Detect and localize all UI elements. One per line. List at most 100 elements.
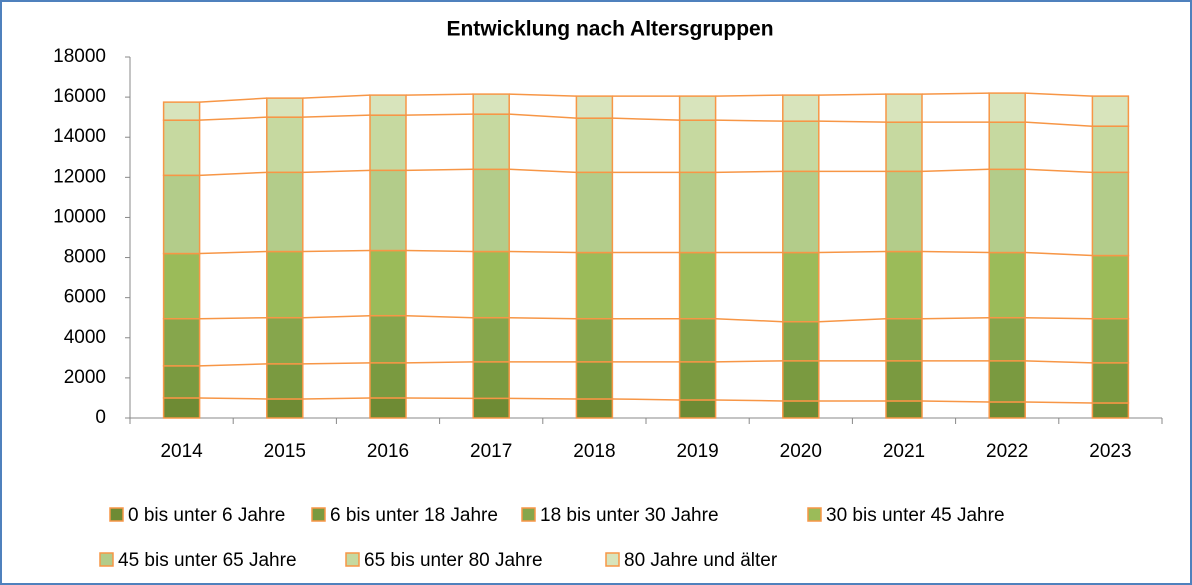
bar-segment — [678, 317, 717, 363]
legend-swatch — [311, 507, 326, 522]
bar-segment — [472, 93, 510, 115]
x-tick-label: 2022 — [986, 441, 1028, 462]
bar-segment — [472, 361, 510, 400]
bar-segment — [885, 400, 923, 419]
bar-segment — [782, 94, 820, 122]
bar-segment — [369, 362, 407, 399]
bar-segment — [988, 401, 1026, 419]
series-line — [199, 316, 267, 320]
legend-swatch — [345, 552, 360, 567]
x-tick-label: 2021 — [883, 441, 925, 462]
x-tick-label: 2014 — [160, 441, 203, 462]
series-line — [1025, 401, 1093, 404]
bar-segment — [1091, 171, 1130, 257]
bar-segment — [162, 119, 201, 177]
bar-segment — [162, 397, 201, 419]
bar-segment — [575, 361, 614, 400]
bar-segment — [988, 316, 1026, 362]
series-line — [612, 398, 680, 401]
x-tick-label: 2020 — [780, 441, 822, 462]
legend-label: 6 bis unter 18 Jahre — [330, 505, 498, 526]
series-line — [1025, 121, 1093, 127]
bar-segment — [678, 399, 717, 419]
bar-segment — [988, 251, 1026, 319]
legend-swatch — [605, 552, 620, 567]
bar-segment — [472, 113, 510, 171]
y-tick-label: 14000 — [53, 126, 106, 147]
legend-swatch — [521, 507, 536, 522]
bar-segment — [369, 249, 407, 317]
bar-segment — [266, 250, 304, 319]
series-line — [405, 113, 474, 116]
legend-label: 65 bis unter 80 Jahre — [364, 550, 543, 571]
bar-segment — [162, 317, 201, 367]
bar-segment — [472, 250, 510, 319]
series-line — [1025, 360, 1093, 364]
bar-segment — [885, 360, 923, 402]
x-tick-label: 2019 — [676, 441, 718, 462]
series-line — [715, 94, 783, 97]
x-tick-label: 2017 — [470, 441, 512, 462]
series-line — [405, 93, 474, 96]
bar-segment — [1091, 125, 1130, 174]
bar-segment — [885, 121, 923, 173]
y-tick-label: 16000 — [53, 86, 106, 107]
bar-segment — [575, 251, 614, 320]
bar-segment — [162, 101, 201, 121]
series-line — [302, 114, 371, 118]
series-line — [818, 317, 887, 323]
series-line — [818, 250, 887, 254]
bar-segment — [885, 317, 923, 362]
bar-segment — [885, 250, 923, 320]
chart-title: Entwicklung nach Altersgruppen — [446, 18, 773, 41]
legend-swatch — [99, 552, 114, 567]
x-tick-label: 2023 — [1089, 441, 1131, 462]
series-line — [302, 362, 371, 365]
series-line — [921, 92, 990, 95]
bar-segment — [1091, 402, 1130, 419]
bar-segment — [678, 251, 717, 320]
y-tick-label: 6000 — [64, 287, 106, 308]
bar-segment — [369, 94, 407, 116]
series-line — [199, 171, 267, 177]
y-tick-label: 18000 — [53, 46, 106, 67]
y-tick-label: 4000 — [64, 327, 106, 348]
bar-segment — [575, 398, 614, 419]
legend-label: 0 bis unter 6 Jahre — [128, 505, 285, 526]
series-line — [1025, 92, 1093, 97]
series-line — [199, 363, 267, 367]
bar-segment — [369, 397, 407, 419]
bar-segment — [782, 320, 820, 362]
y-tick-label: 10000 — [53, 206, 106, 227]
bar-segment — [162, 365, 201, 399]
bar-segment — [988, 92, 1026, 123]
bar-segment — [266, 363, 304, 400]
bar-segment — [575, 117, 614, 174]
series-line — [405, 361, 474, 364]
series-line — [612, 117, 680, 121]
bar-segment — [988, 168, 1026, 254]
series-line — [509, 250, 577, 254]
legend-swatch — [109, 507, 124, 522]
legend-label: 30 bis unter 45 Jahre — [826, 505, 1005, 526]
series-line — [199, 250, 267, 255]
bar-segment — [266, 171, 304, 253]
series-line — [302, 169, 371, 174]
series-line — [405, 314, 474, 319]
series-line — [715, 317, 783, 323]
legend-label: 80 Jahre und älter — [624, 550, 778, 571]
series-line — [715, 360, 783, 363]
series-line — [715, 399, 783, 402]
bar-segment — [1091, 95, 1130, 127]
series-line — [818, 120, 887, 123]
y-tick-label: 0 — [95, 407, 106, 428]
series-line — [509, 397, 577, 400]
bar-segment — [678, 361, 717, 401]
bar-segment — [782, 360, 820, 402]
series-line — [715, 119, 783, 122]
x-tick-label: 2015 — [264, 441, 306, 462]
series-line — [302, 249, 371, 253]
bar-segment — [782, 170, 820, 254]
bar-segment — [266, 116, 304, 174]
